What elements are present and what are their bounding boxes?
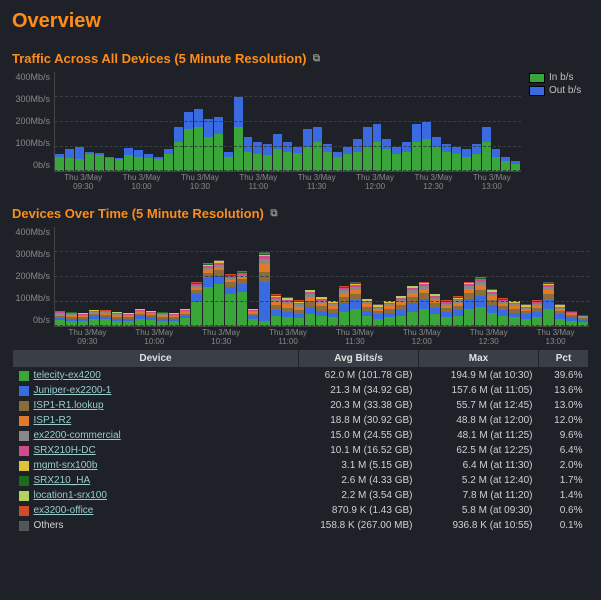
table-row: SRX210H-DC 10.1 M (16.52 GB)62.5 M (at 12… — [13, 443, 589, 458]
traffic-xaxis: Thu 3/May09:30Thu 3/May10:00Thu 3/May10:… — [54, 172, 521, 192]
max-cell: 157.6 M (at 11:05) — [419, 383, 539, 398]
pct-cell: 6.4% — [539, 443, 589, 458]
max-cell: 936.8 K (at 10:55) — [419, 518, 539, 533]
device-link[interactable]: ex3200-office — [34, 505, 94, 516]
avg-cell: 21.3 M (34.92 GB) — [299, 383, 419, 398]
avg-cell: 870.9 K (1.43 GB) — [299, 503, 419, 518]
max-cell: 48.1 M (at 11:25) — [419, 428, 539, 443]
pct-cell: 1.7% — [539, 473, 589, 488]
avg-cell: 2.6 M (4.33 GB) — [299, 473, 419, 488]
device-link[interactable]: SRX210_HA — [34, 475, 91, 486]
legend-item: Out b/s — [529, 85, 589, 96]
devices-chart-title: Devices Over Time (5 Minute Resolution) … — [12, 206, 589, 221]
table-row: ISP1-R1.lookup 20.3 M (33.38 GB)55.7 M (a… — [13, 398, 589, 413]
traffic-legend: In b/s Out b/s — [529, 72, 589, 192]
max-cell: 62.5 M (at 12:25) — [419, 443, 539, 458]
color-swatch — [19, 371, 29, 381]
table-row: Juniper-ex2200-1 21.3 M (34.92 GB)157.6 M… — [13, 383, 589, 398]
table-row: Others 158.8 K (267.00 MB)936.8 K (at 10:… — [13, 518, 589, 533]
color-swatch — [19, 506, 29, 516]
max-cell: 6.4 M (at 11:30) — [419, 458, 539, 473]
max-cell: 5.8 M (at 09:30) — [419, 503, 539, 518]
max-cell: 5.2 M (at 12:40) — [419, 473, 539, 488]
pct-cell: 13.6% — [539, 383, 589, 398]
device-link[interactable]: ISP1-R1.lookup — [34, 400, 104, 411]
pct-cell: 39.6% — [539, 368, 589, 384]
device-link[interactable]: SRX210H-DC — [34, 445, 96, 456]
page-title: Overview — [12, 10, 589, 33]
color-swatch — [19, 401, 29, 411]
devices-panel: Devices Over Time (5 Minute Resolution) … — [12, 206, 589, 533]
pct-cell: 2.0% — [539, 458, 589, 473]
device-link: Others — [34, 520, 64, 531]
table-row: location1-srx100 2.2 M (3.54 GB)7.8 M (at… — [13, 488, 589, 503]
devices-title-text: Devices Over Time (5 Minute Resolution) — [12, 206, 264, 221]
table-row: ISP1-R2 18.8 M (30.92 GB)48.8 M (at 12:00… — [13, 413, 589, 428]
pct-cell: 12.0% — [539, 413, 589, 428]
table-row: SRX210_HA 2.6 M (4.33 GB)5.2 M (at 12:40)… — [13, 473, 589, 488]
legend-item: In b/s — [529, 72, 589, 83]
table-row: mgmt-srx100b 3.1 M (5.15 GB)6.4 M (at 11:… — [13, 458, 589, 473]
traffic-panel: Traffic Across All Devices (5 Minute Res… — [12, 51, 589, 192]
max-cell: 48.8 M (at 12:00) — [419, 413, 539, 428]
devices-bars — [54, 227, 589, 327]
table-row: ex3200-office 870.9 K (1.43 GB)5.8 M (at … — [13, 503, 589, 518]
device-link[interactable]: telecity-ex4200 — [34, 370, 101, 381]
avg-cell: 10.1 M (16.52 GB) — [299, 443, 419, 458]
table-header[interactable]: Device — [13, 350, 299, 368]
pct-cell: 0.6% — [539, 503, 589, 518]
color-swatch — [19, 431, 29, 441]
device-link[interactable]: ex2200-commercial — [34, 430, 121, 441]
avg-cell: 20.3 M (33.38 GB) — [299, 398, 419, 413]
max-cell: 55.7 M (at 12:45) — [419, 398, 539, 413]
color-swatch — [19, 476, 29, 486]
expand-icon[interactable]: ⧉ — [311, 53, 323, 65]
color-swatch — [19, 461, 29, 471]
max-cell: 7.8 M (at 11:20) — [419, 488, 539, 503]
color-swatch — [19, 386, 29, 396]
traffic-bars — [54, 72, 521, 172]
traffic-yaxis: 400Mb/s300Mb/s200Mb/s100Mb/s0b/s — [12, 72, 54, 192]
device-link[interactable]: Juniper-ex2200-1 — [34, 385, 112, 396]
device-link[interactable]: ISP1-R2 — [34, 415, 72, 426]
avg-cell: 18.8 M (30.92 GB) — [299, 413, 419, 428]
table-header[interactable]: Avg Bits/s — [299, 350, 419, 368]
traffic-chart: 400Mb/s300Mb/s200Mb/s100Mb/s0b/s Thu 3/M… — [12, 72, 521, 192]
avg-cell: 3.1 M (5.15 GB) — [299, 458, 419, 473]
table-header[interactable]: Max — [419, 350, 539, 368]
traffic-chart-title: Traffic Across All Devices (5 Minute Res… — [12, 51, 589, 66]
pct-cell: 1.4% — [539, 488, 589, 503]
pct-cell: 0.1% — [539, 518, 589, 533]
table-row: ex2200-commercial 15.0 M (24.55 GB)48.1 M… — [13, 428, 589, 443]
expand-icon[interactable]: ⧉ — [268, 208, 280, 220]
max-cell: 194.9 M (at 10:30) — [419, 368, 539, 384]
color-swatch — [19, 416, 29, 426]
color-swatch — [19, 491, 29, 501]
device-link[interactable]: location1-srx100 — [34, 490, 107, 501]
traffic-title-text: Traffic Across All Devices (5 Minute Res… — [12, 51, 307, 66]
color-swatch — [19, 446, 29, 456]
table-row: telecity-ex4200 62.0 M (101.78 GB)194.9 M… — [13, 368, 589, 384]
devices-xaxis: Thu 3/May09:30Thu 3/May10:00Thu 3/May10:… — [54, 327, 589, 347]
devices-chart: 400Mb/s300Mb/s200Mb/s100Mb/s0b/s Thu 3/M… — [12, 227, 589, 347]
color-swatch — [19, 521, 29, 531]
table-header[interactable]: Pct — [539, 350, 589, 368]
pct-cell: 9.6% — [539, 428, 589, 443]
pct-cell: 13.0% — [539, 398, 589, 413]
avg-cell: 2.2 M (3.54 GB) — [299, 488, 419, 503]
devices-table: DeviceAvg Bits/sMaxPct telecity-ex4200 62… — [12, 349, 589, 533]
avg-cell: 62.0 M (101.78 GB) — [299, 368, 419, 384]
device-link[interactable]: mgmt-srx100b — [34, 460, 98, 471]
avg-cell: 158.8 K (267.00 MB) — [299, 518, 419, 533]
avg-cell: 15.0 M (24.55 GB) — [299, 428, 419, 443]
devices-yaxis: 400Mb/s300Mb/s200Mb/s100Mb/s0b/s — [12, 227, 54, 347]
